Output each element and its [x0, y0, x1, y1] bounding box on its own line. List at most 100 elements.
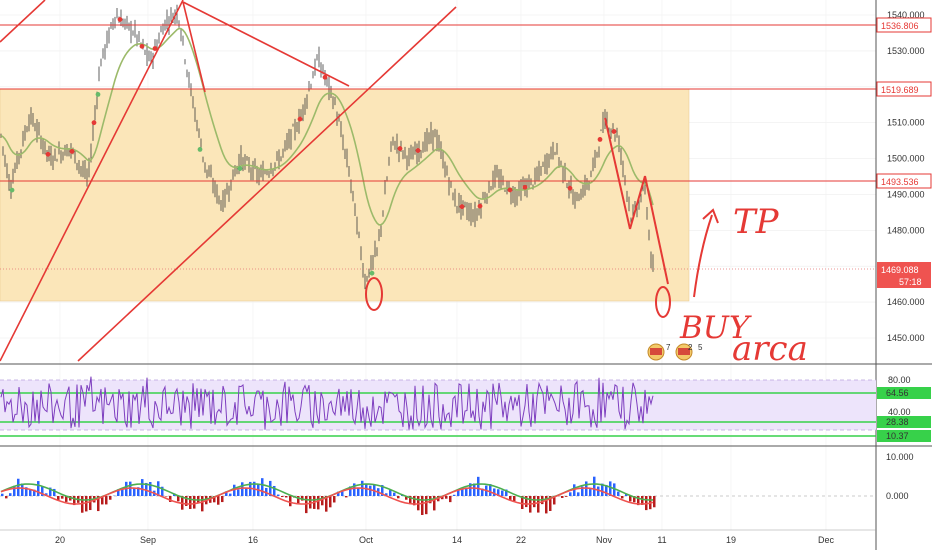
osc-bar — [329, 496, 332, 508]
zero-mark-november[interactable] — [655, 286, 671, 318]
osc-tick-label: 0.000 — [886, 491, 909, 501]
trend-line-falling[interactable] — [182, 1, 350, 87]
osc-bar — [385, 493, 388, 496]
osc-bar — [481, 488, 484, 496]
trend-line-down-1[interactable] — [182, 1, 206, 93]
osc-bar — [453, 494, 456, 496]
osc-bar — [613, 483, 616, 496]
trend-line-drop-1[interactable] — [604, 117, 631, 230]
rsi-line — [0, 376, 654, 430]
osc-bar — [365, 483, 368, 496]
signal-dot — [322, 74, 328, 80]
range-box[interactable] — [0, 88, 690, 302]
signal-dot — [507, 187, 513, 193]
osc-bar — [297, 496, 300, 504]
osc-bar — [169, 496, 172, 502]
event-icons[interactable]: 7 2 5 — [647, 343, 703, 361]
osc-bar — [289, 496, 292, 507]
osc-bar — [53, 488, 56, 496]
trend-line-drop-3[interactable] — [644, 175, 669, 285]
osc-bar — [49, 487, 52, 496]
rsi-label-bg-upper — [877, 387, 931, 399]
osc-bar — [545, 496, 548, 514]
osc-bar — [337, 491, 340, 496]
osc-bar — [573, 484, 576, 496]
signal-dot — [477, 203, 483, 209]
price-label-1536: 1536.806 — [881, 21, 919, 31]
osc-bar — [309, 496, 312, 509]
signal-dot — [415, 148, 421, 153]
osc-bar — [601, 483, 604, 496]
signal-dot — [369, 270, 375, 276]
signal-dot — [117, 17, 123, 22]
signal-dot — [91, 120, 97, 126]
us-flag-stripe-2 — [678, 348, 690, 355]
osc-bar — [277, 494, 280, 496]
tp-label: TP — [733, 202, 780, 242]
osc-bar — [13, 485, 16, 496]
osc-bar — [21, 483, 24, 496]
time-tick-label: 19 — [726, 535, 736, 545]
rsi-axis[interactable]: 80.00 40.00 — [888, 375, 911, 417]
osc-bar — [217, 496, 220, 505]
osc-bar — [189, 496, 192, 509]
time-tick-label: 20 — [55, 535, 65, 545]
price-tick-label: 1460.000 — [887, 297, 925, 307]
osc-bar — [549, 496, 552, 511]
osc-bar — [261, 478, 264, 496]
osc-bar — [233, 484, 236, 496]
osc-bar — [621, 496, 624, 499]
osc-bar — [349, 486, 352, 496]
osc-bar — [597, 486, 600, 496]
osc-bar — [465, 487, 468, 496]
area-label: arca — [732, 329, 808, 369]
osc-bar — [521, 496, 524, 510]
price-tick-label: 1500.000 — [887, 154, 925, 164]
osc-bar — [229, 493, 232, 496]
osc-bar — [241, 482, 244, 496]
osc-bar — [425, 496, 428, 515]
osc-bar — [273, 485, 276, 496]
osc-bar — [201, 496, 204, 512]
event-count-3: 5 — [698, 343, 703, 352]
osc-bar — [477, 476, 480, 496]
osc-bar — [509, 496, 512, 501]
osc-bar — [629, 496, 632, 502]
osc-bar — [105, 496, 108, 505]
event-count-2: 2 — [688, 343, 693, 352]
osc-bar — [433, 496, 436, 511]
price-tick-label: 1530.000 — [887, 46, 925, 56]
osc-bar — [473, 483, 476, 496]
trend-line-steep[interactable] — [0, 0, 184, 362]
osc-bar — [625, 493, 628, 496]
signal-dot — [197, 147, 203, 152]
zero-mark-october[interactable] — [365, 277, 383, 311]
osc-bar — [185, 496, 188, 506]
osc-bar — [441, 496, 444, 500]
osc-bar — [553, 496, 556, 505]
osc-bar — [5, 496, 8, 499]
moving-average-line — [0, 27, 654, 226]
osc-bar — [345, 496, 348, 498]
oscillator-line-red — [0, 487, 654, 505]
label-bg-1519 — [876, 81, 932, 97]
signal-dot — [522, 184, 528, 190]
osc-bar — [569, 492, 572, 496]
trend-line-left[interactable] — [0, 0, 46, 43]
time-axis[interactable]: 20 Sep 16 Oct 14 22 Nov 11 19 Dec — [55, 535, 835, 545]
trend-line-rising[interactable] — [77, 6, 457, 362]
osc-bar — [161, 486, 164, 496]
osc-bar — [357, 488, 360, 496]
signal-dot — [45, 151, 51, 157]
osc-bar — [381, 485, 384, 496]
osc-bar — [637, 496, 640, 506]
time-tick-label: Oct — [359, 535, 374, 545]
osc-bar — [445, 496, 448, 499]
trend-line-drop-2[interactable] — [629, 175, 646, 230]
osc-tick-label: 10.000 — [886, 452, 914, 462]
oscillator-axis[interactable]: 10.000 0.000 — [886, 452, 914, 501]
rsi-tick-label: 40.00 — [888, 407, 911, 417]
osc-bar — [457, 490, 460, 496]
tp-arrow[interactable] — [693, 208, 719, 298]
